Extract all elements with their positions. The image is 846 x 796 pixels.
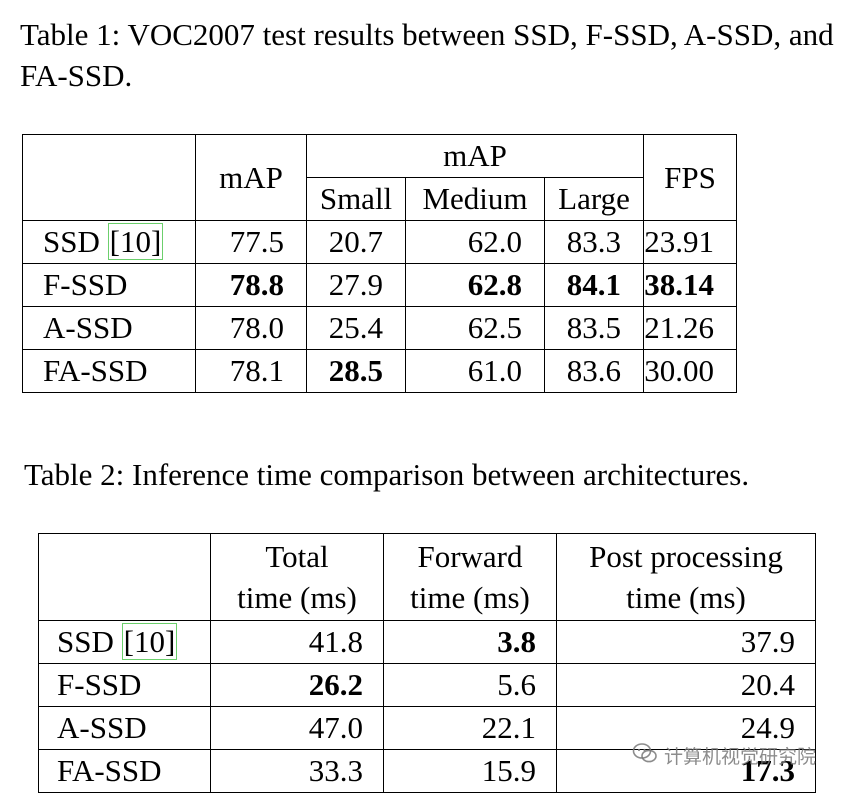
method-cell: F-SSD bbox=[22, 263, 196, 307]
table-row: SSD [10] 77.5 20.7 62.0 83.3 23.91 bbox=[22, 220, 737, 264]
post-cell: 24.9 bbox=[556, 706, 816, 750]
table2-header-post: Post processing time (ms) bbox=[556, 533, 816, 621]
table1-header-row: mAP mAP FPS bbox=[22, 134, 737, 221]
total-cell: 41.8 bbox=[210, 620, 384, 664]
fps-cell: 21.26 bbox=[643, 306, 737, 350]
post-cell: 20.4 bbox=[556, 663, 816, 707]
table1-header-fps: FPS bbox=[643, 134, 737, 221]
method-name: SSD bbox=[43, 224, 100, 259]
method-cell: FA-SSD bbox=[22, 349, 196, 393]
medium-cell: 62.8 bbox=[405, 263, 545, 307]
small-cell: 20.7 bbox=[306, 220, 406, 264]
table-row: FA-SSD 33.3 15.9 17.3 bbox=[38, 749, 816, 793]
small-cell: 28.5 bbox=[306, 349, 406, 393]
map-cell: 78.1 bbox=[195, 349, 307, 393]
medium-cell: 61.0 bbox=[405, 349, 545, 393]
small-cell: 25.4 bbox=[306, 306, 406, 350]
fps-cell: 38.14 bbox=[643, 263, 737, 307]
table-row: SSD [10] 41.8 3.8 37.9 bbox=[38, 620, 816, 664]
large-cell: 83.3 bbox=[544, 220, 644, 264]
table2-caption: Table 2: Inference time comparison betwe… bbox=[24, 457, 750, 492]
table2-header-forward: Forward time (ms) bbox=[383, 533, 557, 621]
large-cell: 83.6 bbox=[544, 349, 644, 393]
method-cell: SSD [10] bbox=[38, 620, 211, 664]
citation-link[interactable]: [10] bbox=[121, 623, 178, 660]
table2-header-row: Total time (ms) Forward time (ms) Post pro… bbox=[38, 533, 816, 621]
table1: mAP mAP FPS Small Medium Large SSD [10] … bbox=[22, 134, 737, 393]
map-cell: 78.8 bbox=[195, 263, 307, 307]
citation-link[interactable]: [10] bbox=[107, 223, 164, 260]
large-cell: 83.5 bbox=[544, 306, 644, 350]
table2-header-total: Total time (ms) bbox=[210, 533, 384, 621]
method-cell: F-SSD bbox=[38, 663, 211, 707]
table-row: A-SSD 47.0 22.1 24.9 bbox=[38, 706, 816, 750]
forward-cell: 3.8 bbox=[383, 620, 557, 664]
total-cell: 33.3 bbox=[210, 749, 384, 793]
table2-corner-cell bbox=[38, 533, 211, 621]
method-name: SSD bbox=[57, 624, 114, 659]
table1-header-large: Large bbox=[544, 177, 644, 221]
forward-cell: 5.6 bbox=[383, 663, 557, 707]
post-cell: 37.9 bbox=[556, 620, 816, 664]
method-cell: A-SSD bbox=[22, 306, 196, 350]
table1-header-small: Small bbox=[306, 177, 406, 221]
total-cell: 26.2 bbox=[210, 663, 384, 707]
table-row: A-SSD 78.0 25.4 62.5 83.5 21.26 bbox=[22, 306, 737, 350]
watermark: 计算机视觉研究院 bbox=[632, 742, 816, 769]
table-row: F-SSD 26.2 5.6 20.4 bbox=[38, 663, 816, 707]
table2: Total time (ms) Forward time (ms) Post pro… bbox=[38, 533, 816, 793]
total-cell: 47.0 bbox=[210, 706, 384, 750]
fps-cell: 30.00 bbox=[643, 349, 737, 393]
map-cell: 78.0 bbox=[195, 306, 307, 350]
small-cell: 27.9 bbox=[306, 263, 406, 307]
table1-header-map-group: mAP bbox=[306, 134, 644, 178]
table1-corner-cell bbox=[22, 134, 196, 221]
table-row: F-SSD 78.8 27.9 62.8 84.1 38.14 bbox=[22, 263, 737, 307]
post-cell: 17.3 bbox=[556, 749, 816, 793]
method-cell: A-SSD bbox=[38, 706, 211, 750]
table-row: FA-SSD 78.1 28.5 61.0 83.6 30.00 bbox=[22, 349, 737, 393]
table1-header-medium: Medium bbox=[405, 177, 545, 221]
wechat-icon bbox=[632, 742, 658, 769]
method-cell: FA-SSD bbox=[38, 749, 211, 793]
table1-subheader-row: Small Medium Large bbox=[23, 177, 737, 221]
forward-cell: 22.1 bbox=[383, 706, 557, 750]
method-cell: SSD [10] bbox=[22, 220, 196, 264]
medium-cell: 62.0 bbox=[405, 220, 545, 264]
fps-cell: 23.91 bbox=[643, 220, 737, 264]
medium-cell: 62.5 bbox=[405, 306, 545, 350]
forward-cell: 15.9 bbox=[383, 749, 557, 793]
large-cell: 84.1 bbox=[544, 263, 644, 307]
table1-header-map: mAP bbox=[195, 134, 307, 221]
map-cell: 77.5 bbox=[195, 220, 307, 264]
watermark-text: 计算机视觉研究院 bbox=[663, 746, 816, 768]
table1-caption: Table 1: VOC2007 test results between SS… bbox=[20, 17, 834, 93]
